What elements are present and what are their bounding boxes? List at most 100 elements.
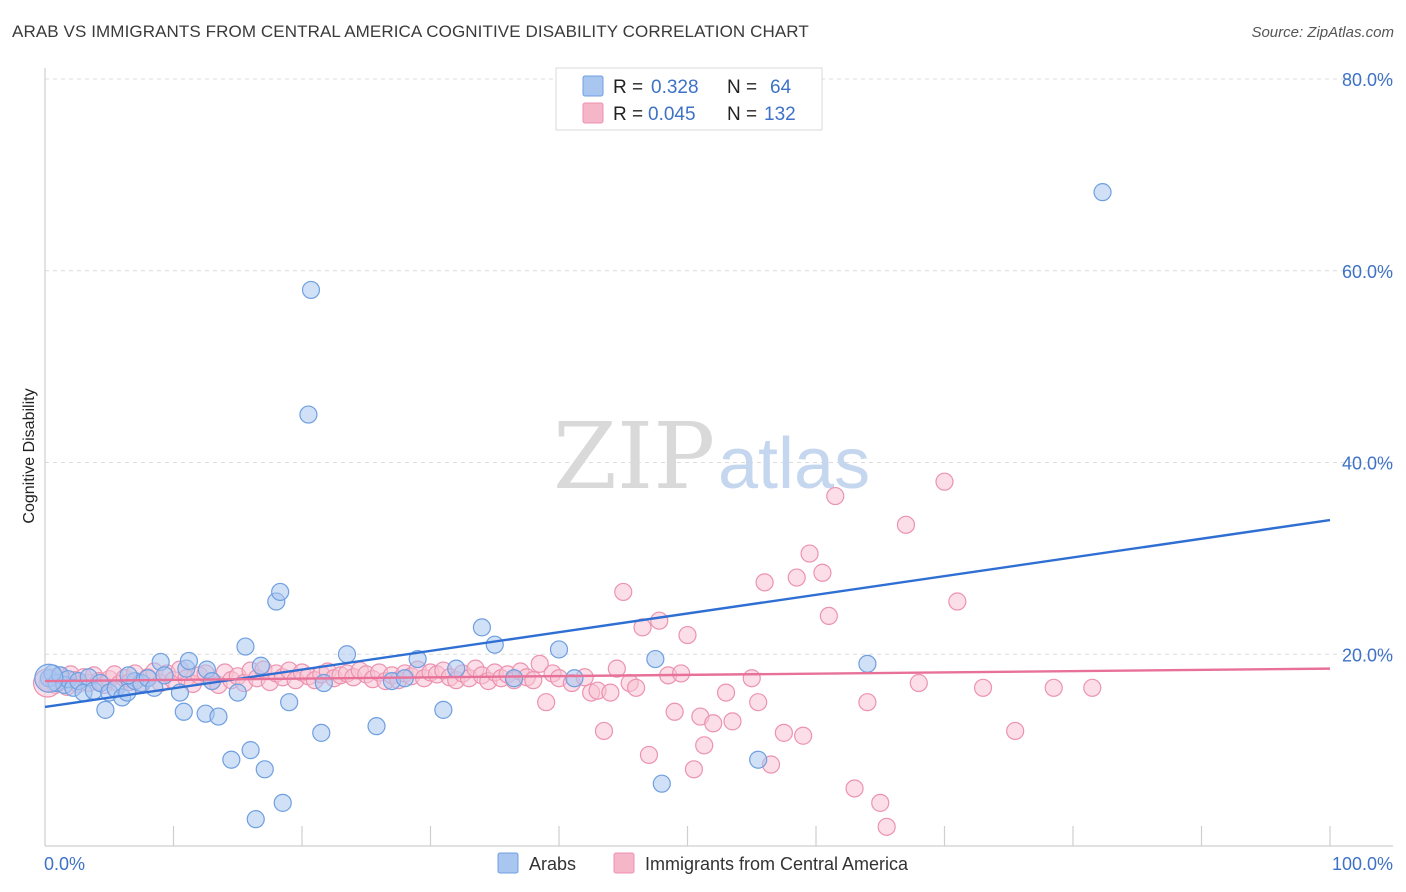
- data-point-immigrants: [826, 486, 845, 506]
- legend-swatch-immigrants: [582, 102, 604, 124]
- data-point-arabs: [337, 645, 357, 664]
- series-arabs-points: [34, 183, 1112, 829]
- bottom-legend-swatch-immigrants: [613, 852, 635, 874]
- chart-title: ARAB VS IMMIGRANTS FROM CENTRAL AMERICA …: [12, 22, 809, 41]
- data-point-immigrants: [704, 714, 723, 733]
- data-point-immigrants: [678, 625, 697, 645]
- watermark-zip: ZIP: [553, 403, 715, 510]
- trend-line-arabs: [44, 518, 1331, 709]
- data-point-arabs: [155, 666, 174, 685]
- data-point-immigrants: [973, 678, 993, 697]
- data-point-immigrants: [755, 573, 774, 592]
- data-point-arabs: [549, 640, 569, 659]
- y-tick-label: 40.0%: [1342, 454, 1393, 474]
- data-point-arabs: [251, 656, 270, 675]
- data-point-arabs: [314, 673, 333, 693]
- data-point-immigrants: [1006, 721, 1025, 741]
- data-point-arabs: [209, 707, 228, 726]
- data-point-immigrants: [794, 726, 813, 745]
- x-tick-label-max: 100.0%: [1332, 854, 1393, 874]
- data-point-arabs: [301, 280, 321, 300]
- legend-n-label-immigrants: N =: [727, 104, 757, 125]
- data-point-immigrants: [800, 544, 819, 563]
- data-point-arabs: [255, 760, 274, 779]
- data-point-arabs: [96, 700, 115, 719]
- legend-swatch-arabs: [582, 75, 604, 97]
- legend-r-label-immigrants: R =: [613, 104, 643, 125]
- data-point-arabs: [246, 810, 265, 829]
- data-point-immigrants: [909, 673, 928, 693]
- trend-line-immigrants: [44, 667, 1331, 683]
- watermark: ZIP atlas: [553, 403, 870, 510]
- data-point-immigrants: [896, 515, 916, 534]
- y-tick-labels: 20.0% 40.0% 60.0% 80.0%: [1342, 70, 1393, 665]
- data-point-arabs: [485, 635, 504, 654]
- data-point-immigrants: [749, 693, 768, 712]
- data-point-arabs: [1093, 183, 1112, 202]
- data-point-immigrants: [935, 472, 954, 491]
- x-ticks: [172, 826, 1331, 846]
- data-point-immigrants: [774, 723, 793, 742]
- data-point-immigrants: [639, 745, 659, 765]
- data-point-arabs: [34, 663, 64, 693]
- data-point-arabs: [472, 618, 491, 637]
- data-point-immigrants: [614, 582, 633, 602]
- data-point-arabs: [241, 741, 260, 760]
- data-point-arabs: [228, 683, 247, 702]
- y-axis-title: Cognitive Disability: [21, 388, 38, 523]
- data-point-immigrants: [665, 702, 684, 721]
- data-point-immigrants: [845, 779, 864, 798]
- y-tick-label: 20.0%: [1342, 645, 1393, 665]
- data-point-immigrants: [537, 693, 556, 712]
- data-point-arabs: [280, 693, 299, 712]
- data-point-arabs: [652, 774, 671, 793]
- data-point-immigrants: [524, 671, 543, 690]
- legend-top: R = 0.328 N = 64 R = 0.045 N = 132: [555, 67, 823, 131]
- data-point-immigrants: [607, 659, 626, 678]
- bottom-legend-label-immigrants: Immigrants from Central America: [645, 854, 909, 874]
- data-point-arabs: [312, 723, 331, 742]
- data-point-arabs: [565, 669, 584, 688]
- data-point-arabs: [236, 637, 255, 656]
- data-point-immigrants: [742, 669, 761, 688]
- data-point-immigrants: [787, 568, 806, 587]
- data-point-immigrants: [871, 793, 890, 812]
- gridlines: [45, 78, 1393, 655]
- watermark-atlas: atlas: [718, 424, 870, 504]
- data-point-immigrants: [601, 683, 620, 702]
- data-point-immigrants: [671, 664, 691, 683]
- legend-r-value-arabs: 0.328: [651, 77, 699, 98]
- data-point-arabs: [504, 669, 524, 688]
- bottom-legend-label-arabs: Arabs: [529, 854, 576, 874]
- data-point-arabs: [174, 702, 193, 721]
- data-point-arabs: [179, 651, 199, 671]
- legend-n-value-arabs: 64: [770, 77, 792, 98]
- data-point-immigrants: [1083, 678, 1102, 697]
- data-point-immigrants: [877, 817, 896, 836]
- legend-n-value-immigrants: 132: [764, 104, 796, 125]
- data-point-immigrants: [716, 683, 736, 702]
- data-point-arabs: [447, 659, 466, 678]
- legend-n-label-arabs: N =: [727, 77, 757, 98]
- data-point-immigrants: [813, 563, 832, 582]
- data-point-arabs: [222, 750, 241, 769]
- data-point-arabs: [646, 649, 665, 669]
- data-point-immigrants: [819, 606, 838, 626]
- data-point-arabs: [273, 793, 292, 812]
- data-point-arabs: [749, 750, 768, 769]
- source-label: Source: ZipAtlas.com: [1251, 24, 1394, 41]
- legend-r-value-immigrants: 0.045: [648, 104, 696, 125]
- data-point-arabs: [434, 700, 453, 719]
- data-point-arabs: [858, 654, 877, 673]
- y-tick-label: 80.0%: [1342, 70, 1393, 90]
- data-point-arabs: [367, 717, 386, 736]
- y-tick-label: 60.0%: [1342, 262, 1393, 282]
- data-point-immigrants: [858, 693, 877, 712]
- legend-r-label-arabs: R =: [613, 77, 643, 98]
- data-point-immigrants: [723, 712, 742, 731]
- data-point-arabs: [408, 649, 427, 669]
- data-point-immigrants: [626, 678, 646, 697]
- data-point-arabs: [299, 405, 318, 424]
- legend-bottom: Arabs Immigrants from Central America: [497, 852, 909, 874]
